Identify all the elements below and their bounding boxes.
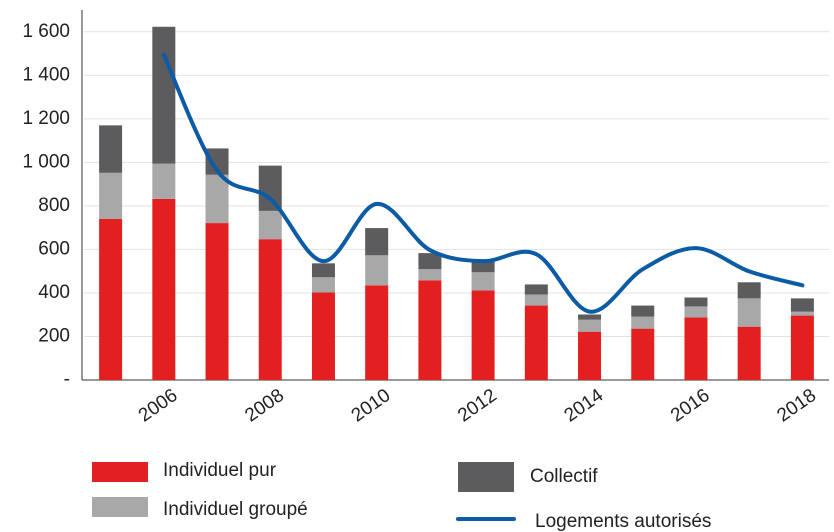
bar-segment	[418, 280, 442, 380]
x-tick-label: 2018	[773, 385, 820, 426]
bar-segment	[205, 148, 229, 175]
bar-segment	[99, 172, 123, 219]
bar-segment	[365, 255, 389, 286]
x-tick-label: 2014	[561, 385, 608, 427]
bar-segment	[311, 263, 335, 278]
bar-segment	[471, 261, 495, 273]
line-series	[161, 52, 805, 314]
bar-segment	[258, 210, 282, 240]
legend-label: Individuel pur	[163, 460, 277, 481]
bar-segment	[152, 163, 176, 199]
bar-segment	[365, 228, 389, 256]
bar-segment	[631, 305, 655, 317]
y-tick-label: 200	[38, 325, 70, 346]
bar-segment	[684, 306, 708, 318]
y-tick-label: 600	[38, 238, 70, 259]
x-tick-label: 2006	[135, 385, 182, 426]
bar-segment	[737, 298, 761, 327]
x-tick-label: 2016	[667, 385, 714, 426]
y-tick-label: 800	[38, 195, 70, 216]
y-tick-label: -	[64, 369, 70, 390]
bar-segment	[524, 284, 548, 295]
y-tick-label: 400	[38, 282, 70, 303]
bar-segment	[152, 26, 176, 164]
bar-segment	[205, 223, 229, 380]
bar-segment	[790, 315, 814, 380]
bar-segment	[418, 253, 442, 270]
bar-segment	[365, 285, 389, 380]
bar-segment	[258, 239, 282, 380]
bar-segment	[524, 305, 548, 380]
legend-label: Logements autorisés	[535, 511, 711, 532]
bar-segment	[258, 165, 282, 211]
legend-label: Individuel groupé	[163, 499, 308, 520]
bar-segment	[684, 297, 708, 307]
bar-segment	[737, 282, 761, 299]
bar-segment	[790, 311, 814, 316]
legend-swatch	[92, 497, 148, 517]
bar-segment	[578, 319, 602, 332]
bar-segment	[578, 314, 602, 320]
legend-swatch	[92, 462, 148, 482]
y-tick-label: 1 000	[22, 151, 70, 172]
bar-segment	[311, 277, 335, 293]
legend-label: Collectif	[530, 466, 598, 487]
bar-segment	[471, 290, 495, 380]
bar-segment	[790, 298, 814, 312]
y-tick-label: 1 400	[22, 64, 70, 85]
y-tick-label: 1 600	[22, 21, 70, 42]
legend-swatch	[458, 462, 514, 492]
x-tick-label: 2008	[241, 385, 288, 426]
bar-segment	[99, 218, 123, 380]
bar-segment	[578, 331, 602, 380]
bar-segment	[205, 174, 229, 224]
bar-segment	[737, 326, 761, 380]
bar-segment	[524, 294, 548, 306]
bar-segment	[631, 316, 655, 329]
y-tick-label: 1 200	[22, 108, 70, 129]
x-tick-label: 2010	[348, 385, 395, 426]
bar-segment	[631, 328, 655, 380]
bar-segment	[99, 125, 123, 173]
bar-segment	[311, 292, 335, 380]
x-tick-label: 2012	[454, 385, 501, 426]
bar-segment	[152, 198, 176, 380]
bar-segment	[684, 317, 708, 380]
bar-segment	[471, 272, 495, 291]
bar-segment	[418, 269, 442, 281]
